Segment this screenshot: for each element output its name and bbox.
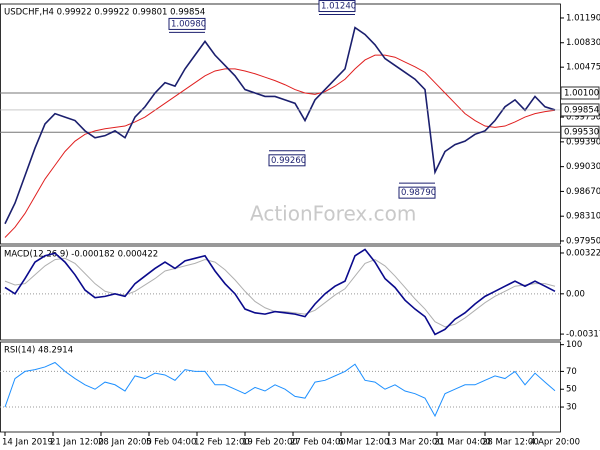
series-line	[4, 361, 556, 418]
y-tick-label: 100	[566, 340, 582, 350]
y-tick-label: 30	[566, 403, 577, 413]
annotation-box	[168, 17, 206, 30]
x-tick-label: 28 Jan 20:00	[98, 438, 152, 448]
y-tick-label: 1.00830	[566, 38, 600, 48]
series-line	[4, 248, 556, 336]
y-tick-label: 0.99030	[566, 162, 600, 172]
panel-title: RSI(14) 48.2914	[4, 346, 73, 356]
annotation-label: 0.99260	[271, 156, 306, 166]
x-tick-label: 13 Mar 20:00	[386, 438, 443, 448]
level-box	[560, 86, 600, 100]
y-tick-label: 1.00475	[566, 63, 600, 73]
x-tick-label: 28 Mar 12:00	[482, 438, 539, 448]
annotation-label: 0.98790	[401, 188, 436, 198]
x-tick-label: 27 Feb 04:00	[290, 438, 346, 448]
x-tick-label: 21 Mar 04:00	[434, 438, 491, 448]
last-price-label: 0.99854	[564, 105, 599, 115]
annotation-box	[318, 0, 356, 13]
annotation-box	[268, 154, 306, 167]
x-tick-label: 21 Jan 12:00	[50, 438, 104, 448]
y-tick-label: 0.97950	[566, 236, 600, 246]
series-line	[4, 54, 556, 238]
panel-frame	[0, 3, 561, 245]
level-box	[560, 125, 600, 139]
y-tick-label: 70	[566, 367, 577, 377]
y-tick-label: 0.98310	[566, 212, 600, 222]
y-tick-label: 0.00322	[566, 248, 600, 258]
level-label: 0.99530	[564, 128, 599, 138]
series-line	[4, 26, 556, 225]
x-tick-label: 6 Mar 12:00	[338, 438, 389, 448]
annotation-label: 1.00980	[171, 19, 206, 29]
y-tick-label: 50	[566, 385, 577, 395]
annotation-box	[398, 186, 436, 199]
x-tick-label: 5 Feb 04:00	[146, 438, 196, 448]
x-tick-label: 4 Apr 20:00	[530, 438, 580, 448]
x-tick-label: 14 Jan 2019	[2, 438, 53, 448]
y-tick-label: 0.98670	[566, 187, 600, 197]
y-tick-label: 0.99390	[566, 137, 600, 147]
last-price-box	[560, 103, 600, 117]
x-tick-label: 12 Feb 12:00	[194, 438, 250, 448]
panel-frame	[0, 341, 561, 433]
y-tick-label: -0.003174	[566, 330, 600, 340]
watermark: ActionForex.com	[250, 202, 416, 226]
panel-frame	[0, 245, 561, 341]
panel-title: MACD(12,26,9) -0.000182 0.000422	[4, 250, 158, 260]
level-label: 1.00100	[564, 88, 599, 98]
x-tick-label: 19 Feb 20:00	[242, 438, 298, 448]
y-tick-label: 1.01190	[566, 13, 600, 23]
panel-title: USDCHF,H4 0.99922 0.99922 0.99801 0.9985…	[4, 8, 205, 18]
y-tick-label: 0.99750	[566, 113, 600, 123]
y-tick-label: 0.00	[566, 289, 585, 299]
annotation-label: 1.01240	[321, 2, 356, 12]
